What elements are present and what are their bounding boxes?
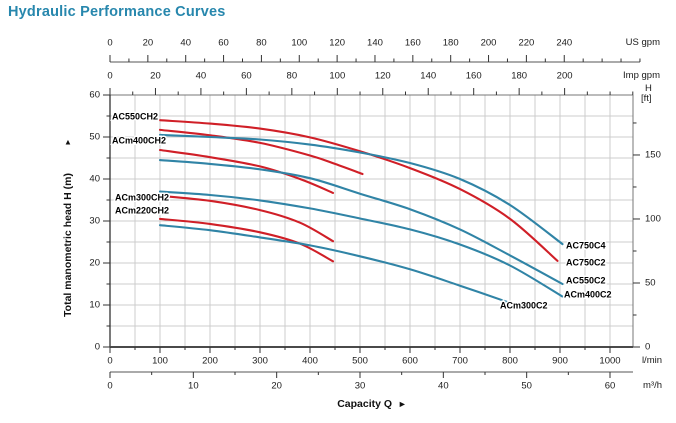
y-axis-title: Total manometric head H (m) (62, 173, 74, 317)
tick-label: 20 (143, 38, 154, 49)
tick-label: 160 (466, 71, 482, 82)
tick-label: 20 (271, 381, 282, 392)
tick-label: 20 (150, 71, 161, 82)
m3h-unit-label: m³/h (643, 380, 662, 391)
tick-label: 60 (218, 38, 229, 49)
us-gpm-unit-label: US gpm (625, 37, 660, 48)
curve-ACm400CH2 (158, 148, 335, 194)
curve-label-AC750C2: AC750C2 (566, 257, 606, 267)
curve-label-ACm300C2: ACm300C2 (500, 300, 548, 310)
tick-label: 100 (152, 356, 168, 367)
tick-label: 200 (202, 356, 218, 367)
tick-label: 60 (241, 71, 252, 82)
tick-label: 20 (89, 258, 100, 269)
curve-label-ACm400CH2: ACm400CH2 (112, 135, 166, 145)
tick-label: 400 (302, 356, 318, 367)
tick-label: 30 (89, 216, 100, 227)
tick-label: 500 (352, 356, 368, 367)
tick-label: 80 (256, 38, 267, 49)
tick-label: 180 (511, 71, 527, 82)
curve-AC550C2 (158, 159, 564, 286)
curve-AC550CH2 (158, 128, 364, 176)
tick-label: 800 (502, 356, 518, 367)
tick-label: 150 (645, 149, 661, 160)
curve-AC750C2 (158, 119, 559, 262)
head-ft-unit-ft: [ft] (641, 93, 652, 104)
tick-label: 50 (521, 381, 532, 392)
curve-label-ACm220CH2: ACm220CH2 (115, 205, 169, 215)
tick-label: 600 (402, 356, 418, 367)
tick-label: 300 (252, 356, 268, 367)
tick-label: 0 (107, 38, 112, 49)
curve-label-ACm400C2: ACm400C2 (564, 289, 612, 299)
imp-gpm-unit-label: Imp gpm (623, 70, 660, 81)
tick-label: 220 (518, 38, 534, 49)
page-title: Hydraulic Performance Curves (8, 4, 226, 20)
curve-ACm400C2 (158, 190, 564, 298)
tick-label: 700 (452, 356, 468, 367)
tick-label: 40 (196, 71, 207, 82)
tick-label: 0 (107, 71, 112, 82)
x-axis-arrow-icon: ► (397, 399, 407, 409)
curve-ACm300CH2 (158, 194, 335, 243)
tick-label: 0 (645, 342, 650, 353)
tick-label: 120 (375, 71, 391, 82)
tick-label: 10 (89, 300, 100, 311)
tick-label: 1000 (599, 356, 620, 367)
tick-label: 180 (443, 38, 459, 49)
tick-label: 900 (552, 356, 568, 367)
tick-label: 100 (329, 71, 345, 82)
curve-AC750C4 (158, 133, 564, 246)
x-axis-title-text: Capacity Q (337, 398, 393, 410)
tick-label: 50 (645, 278, 656, 289)
curve-label-AC550C2: AC550C2 (566, 275, 606, 285)
tick-label: 40 (89, 174, 100, 185)
tick-label: 60 (605, 381, 616, 392)
y-axis-arrow-icon: ▲ (64, 137, 72, 147)
tick-label: 60 (89, 90, 100, 101)
tick-label: 40 (438, 381, 449, 392)
tick-label: 100 (291, 38, 307, 49)
curve-label-ACm300CH2: ACm300CH2 (115, 192, 169, 202)
tick-label: 40 (180, 38, 191, 49)
x-axis-title: Capacity Q ► (337, 398, 407, 410)
tick-label: 0 (107, 356, 112, 367)
curve-label-AC550CH2: AC550CH2 (112, 111, 158, 121)
tick-label: 100 (645, 213, 661, 224)
tick-label: 30 (355, 381, 366, 392)
head-ft-unit-h: H (645, 83, 652, 94)
tick-label: 160 (405, 38, 421, 49)
tick-label: 200 (481, 38, 497, 49)
tick-label: 140 (367, 38, 383, 49)
curve-ACm220CH2 (158, 217, 335, 263)
lpm-unit-label: l/min (641, 355, 662, 366)
tick-label: 240 (556, 38, 572, 49)
tick-label: 0 (95, 342, 100, 353)
tick-label: 120 (329, 38, 345, 49)
tick-label: 140 (420, 71, 436, 82)
curve-ACm300C2 (158, 224, 512, 304)
tick-label: 0 (107, 381, 112, 392)
tick-label: 10 (188, 381, 199, 392)
tick-label: 80 (287, 71, 298, 82)
tick-label: 200 (557, 71, 573, 82)
curve-label-AC750C4: AC750C4 (566, 240, 606, 250)
tick-label: 50 (89, 132, 100, 143)
